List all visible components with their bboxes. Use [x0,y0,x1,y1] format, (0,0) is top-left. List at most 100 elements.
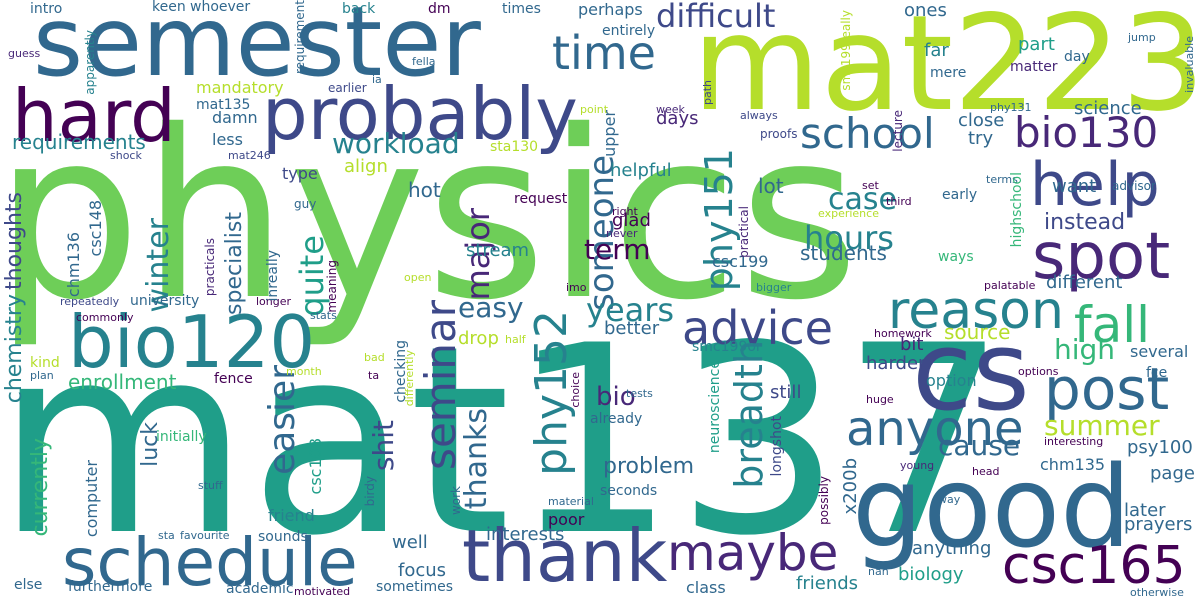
word-sta130: sta130 [490,139,539,155]
word-anyone: anyone [846,401,1024,457]
word-sometimes: sometimes [376,579,454,595]
word-bio: bio [596,382,636,412]
word-hours: hours [804,219,894,257]
word-workload: workload [332,127,460,160]
word-stats: stats [310,309,337,322]
word-guess: guess [8,47,41,60]
word-bad: bad [364,351,385,364]
word-interests: interests [486,524,565,545]
word-friends: friends [796,573,859,594]
word-terms: terms [986,173,1018,186]
word-dm: dm [428,1,451,17]
word-month: month [286,365,322,378]
word-young: young [900,459,935,472]
word-fce: fce [1146,365,1168,381]
word-earlier: earlier [328,81,367,95]
word-quite: quite [293,235,331,317]
word-hard: hard [12,74,176,158]
word-jump: jump [1128,31,1156,44]
word-head: head [972,465,1000,478]
word-way: way [938,493,961,506]
word-well: well [392,532,428,553]
word-thanks: thanks [459,408,494,510]
word-set: set [862,179,879,192]
word-chemistry: chemistry [2,294,27,404]
word-friend: friend [268,506,315,525]
word-otherwise: otherwise [1130,586,1184,599]
word-problem: problem [603,454,695,479]
word-favourite: favourite [180,529,230,542]
word-csc199: csc199 [712,252,769,271]
word-csc165: csc165 [1002,536,1186,596]
word-path: path [701,80,714,106]
word-meaning: meaning [325,260,339,313]
word-work: work [449,486,463,516]
word-currently: currently [28,438,53,537]
word-guy: guy [294,197,317,211]
word-hot: hot [408,178,441,202]
word-shock: shock [110,149,142,162]
word-always: always [740,109,778,122]
word-furthermore: furthermore [68,579,153,595]
word-still: still [770,382,802,403]
word-sta: sta [158,529,175,542]
word-class: class [686,578,726,597]
word-invaluable: invaluable [1183,36,1196,93]
word-high: high [1054,333,1116,366]
word-mat246: mat246 [228,149,271,162]
word-smc199really: smc199really [839,10,853,91]
word-inreally: inreally [265,250,281,302]
word-point: point [580,103,609,116]
word-cs: cs [912,307,1030,435]
word-huge: huge [866,393,894,406]
word-ones: ones [904,0,947,21]
word-fella: fella [412,55,436,68]
word-psy100: psy100 [1127,437,1193,458]
word-enrollment: enrollment [68,370,177,394]
word-else: else [14,577,43,593]
word-summer: summer [1044,409,1160,442]
word-school: school [800,109,935,158]
word-requirement: requirement [293,0,307,75]
word-physics: physics [0,81,860,351]
word-phy131: phy131 [990,101,1032,114]
word-part: part [1018,34,1055,55]
word-thoughts: thoughts [2,192,27,290]
word-anything: anything [912,538,992,559]
word-matter: matter [1010,59,1058,75]
word-whoever: whoever [190,0,251,15]
word-stream: stream [466,240,530,261]
word-easier: easier [262,365,303,475]
word-requirements: requirements [12,130,146,154]
word-imo: imo [566,281,587,294]
word-bio130: bio130 [1014,108,1159,157]
word-post: post [1044,355,1170,423]
word-want: want [1052,176,1097,197]
word-several: several [1130,342,1189,361]
word-cause: cause [938,429,1021,462]
word-chm136: chm136 [64,232,83,298]
word-students: students [800,241,887,265]
word-choice: choice [569,372,582,408]
word-far: far [924,40,949,61]
word-advisor: advisor [1112,179,1156,193]
word-interesting: interesting [1044,435,1104,448]
word-lot: lot [758,174,784,198]
word-apparently: apparently [83,30,97,95]
word-align: align [344,156,388,177]
word-option: option [926,371,977,390]
word-bigger: bigger [756,281,792,294]
word-possibly: possibly [817,476,831,525]
word-upper: upper [600,110,619,157]
word-difficult: difficult [656,0,776,35]
word-entirely: entirely [602,23,656,39]
word-csc108: csc108 [306,438,325,495]
word-motivated: motivated [294,585,351,598]
word-kind: kind [30,355,60,371]
word-reason: reason [888,281,1064,341]
word-damn: damn [212,108,258,127]
word-academic: academic [226,581,294,597]
word-chm135: chm135 [1040,455,1106,474]
word-harder: harder [866,353,926,374]
